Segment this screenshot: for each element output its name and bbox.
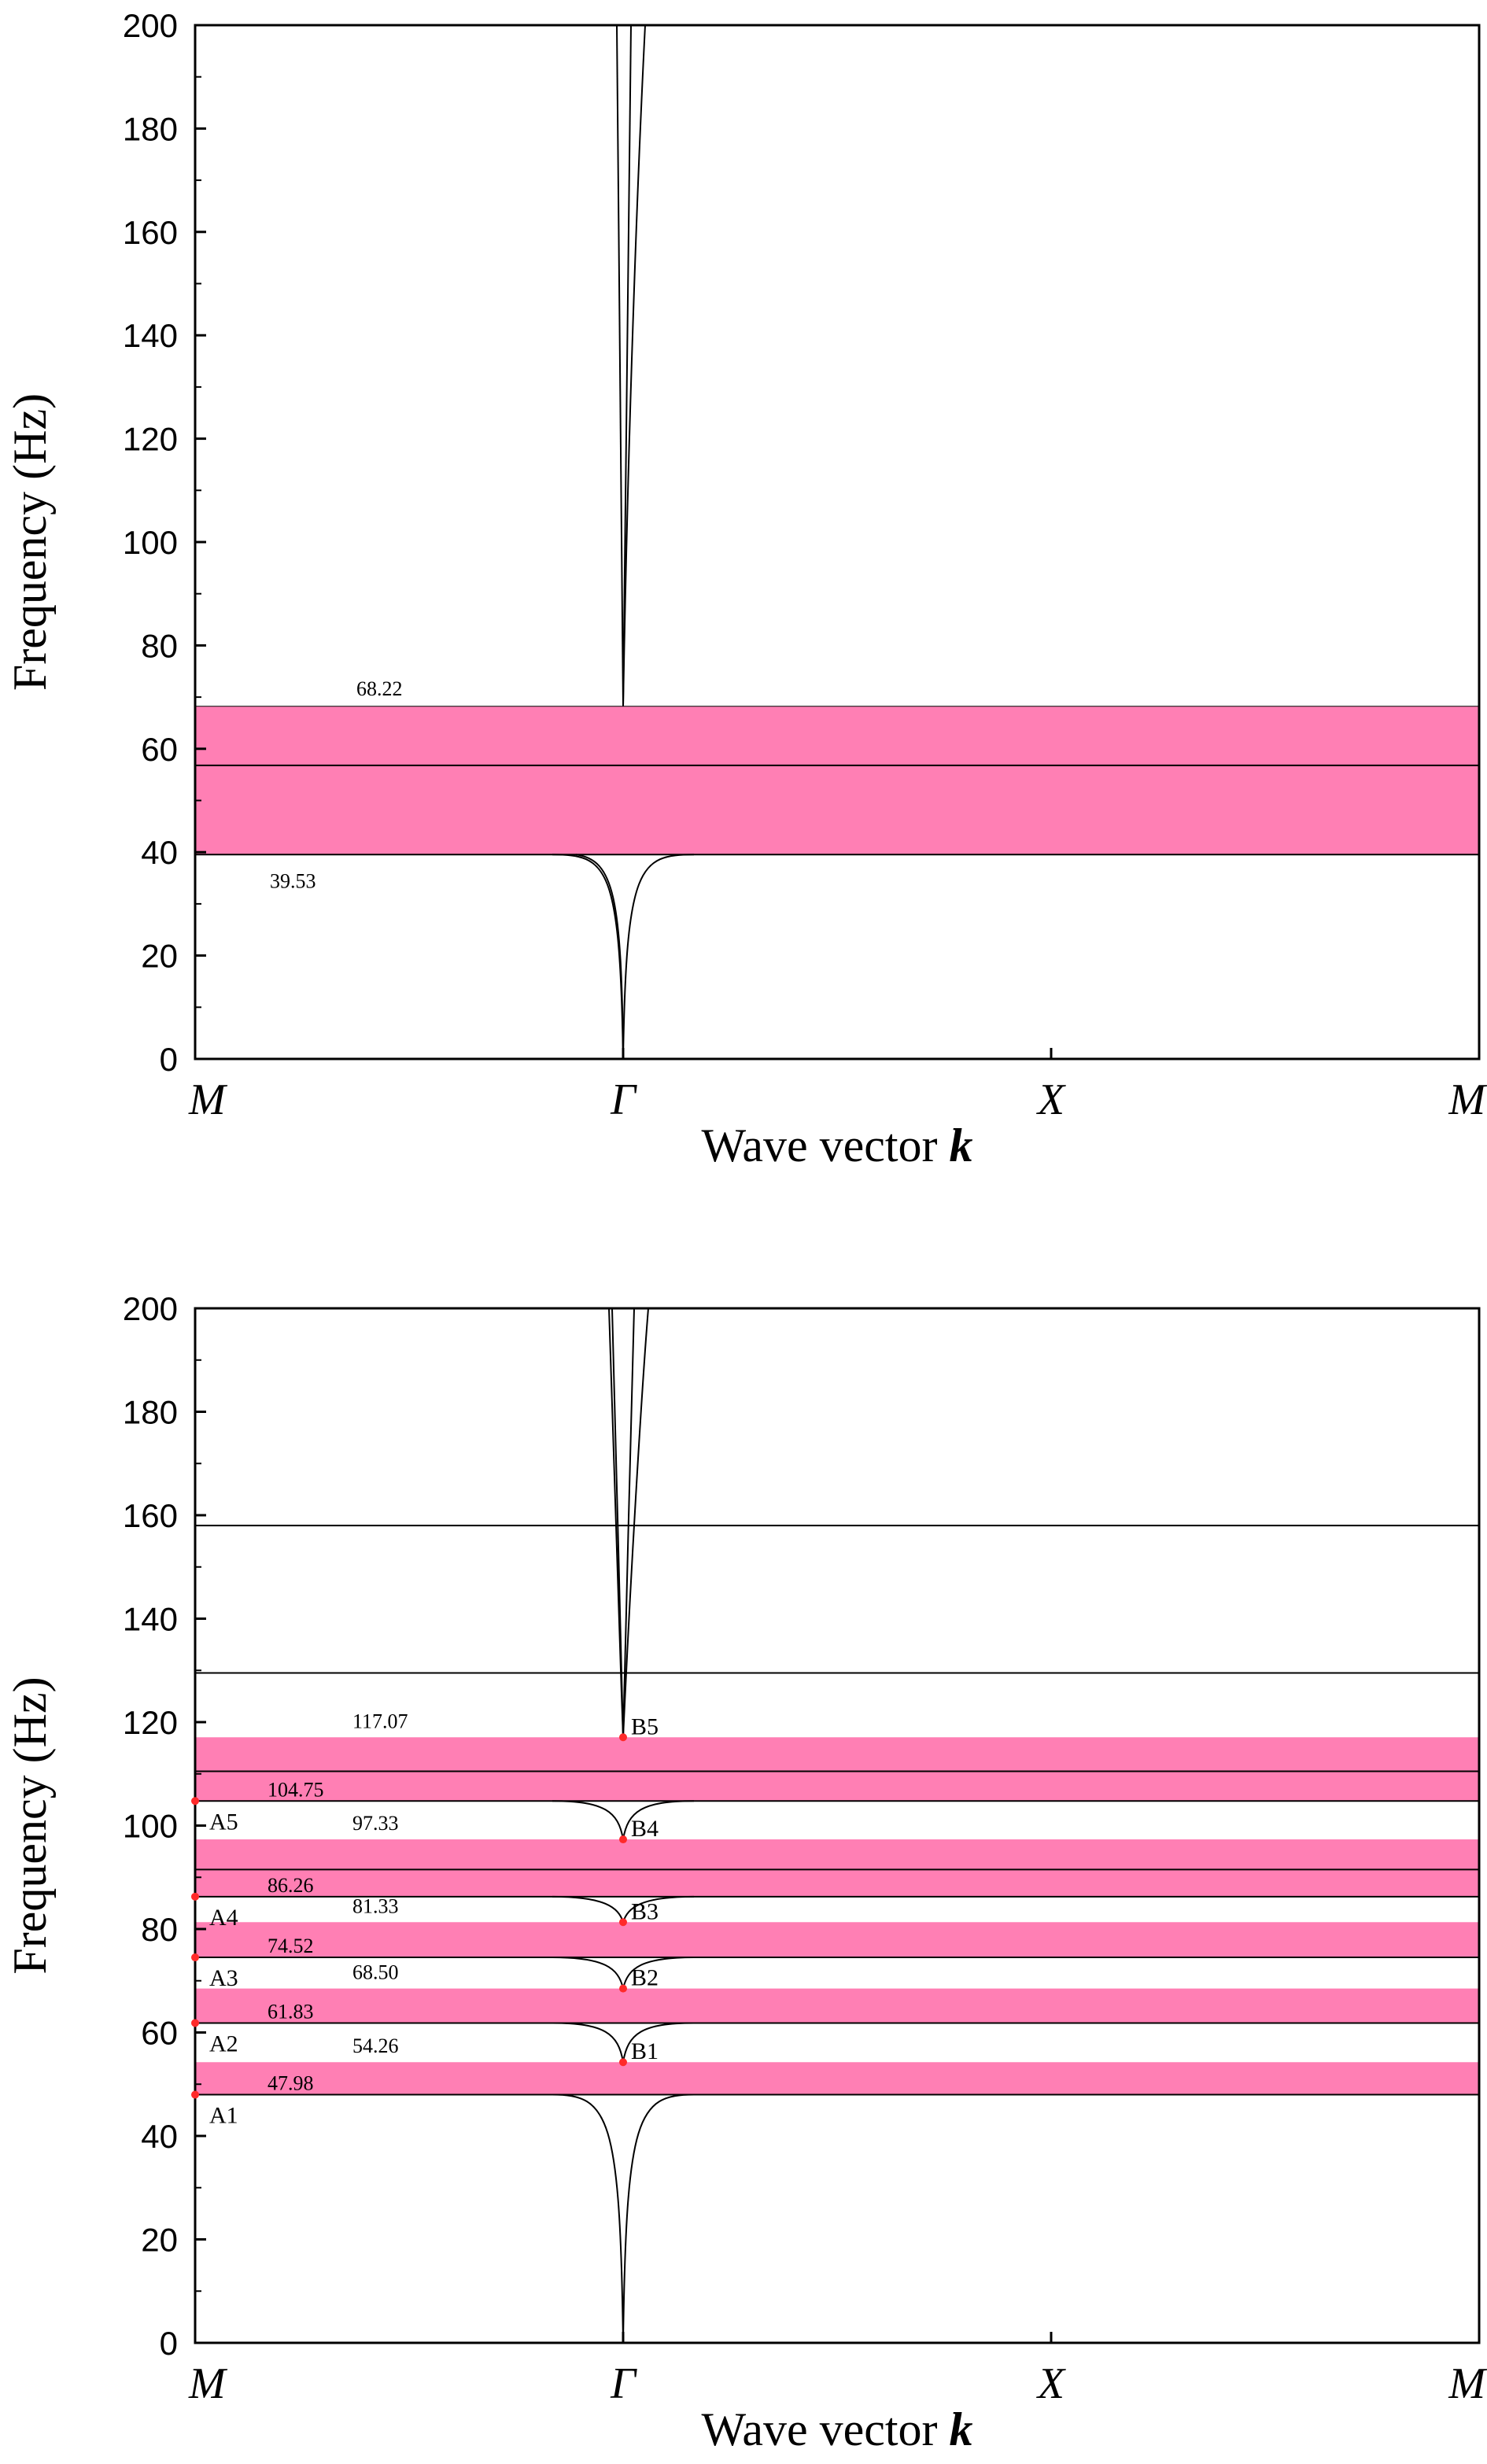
ytick-label-200: 200: [123, 1290, 178, 1327]
gap-label-2: 39.53: [270, 869, 316, 892]
ytick-label-100: 100: [123, 1808, 178, 1845]
ytick-label-40: 40: [141, 834, 178, 871]
edge-point-A5: [191, 1797, 199, 1806]
edge-point-label-A2: A2: [209, 2031, 238, 2056]
gap-label-2: 54.26: [352, 2034, 399, 2057]
ytick-label-160: 160: [123, 1497, 178, 1534]
gap-label-1: 68.22: [356, 677, 403, 700]
gap-label-7: 86.26: [268, 1874, 314, 1897]
optical-branch-3: [622, 24, 646, 706]
optical-branch-4: [608, 1308, 624, 1738]
edge-point-label-B1: B1: [631, 2038, 659, 2064]
xtick-label-1: Γ: [610, 1075, 637, 1124]
ytick-label-100: 100: [123, 524, 178, 561]
edge-point-B5: [619, 1733, 627, 1742]
ytick-label-0: 0: [160, 2325, 178, 2362]
ytick-label-40: 40: [141, 2118, 178, 2155]
dip-right-4: [622, 1895, 695, 1923]
ytick-label-140: 140: [123, 1601, 178, 1638]
gap-label-5: 74.52: [268, 1935, 314, 1957]
edge-point-label-B4: B4: [631, 1816, 659, 1842]
dip-right-5: [622, 1800, 695, 1840]
edge-point-B3: [619, 1918, 627, 1927]
ytick-label-120: 120: [123, 421, 178, 458]
edge-point-label-B5: B5: [631, 1713, 659, 1739]
gap-label-8: 97.33: [352, 1812, 399, 1835]
xtick-label-2: X: [1036, 2359, 1067, 2408]
x-axis-title: Wave vector k: [702, 2403, 973, 2455]
xtick-label-0: M: [188, 1075, 228, 1124]
gap-label-1: 47.98: [268, 2072, 314, 2095]
x-axis-title-var: k: [950, 2403, 973, 2455]
edge-point-A3: [191, 1953, 199, 1962]
dip-left-1: [552, 2093, 624, 2344]
x-axis-title: Wave vector k: [702, 1119, 973, 1171]
acoustic-branch-right: [622, 854, 695, 1060]
dip-left-5: [552, 1800, 624, 1840]
ytick-label-60: 60: [141, 2015, 178, 2052]
ytick-label-180: 180: [123, 1394, 178, 1431]
optical-branch-3: [622, 1308, 649, 1738]
gap-label-9: 104.75: [268, 1778, 324, 1801]
bandgap-1: [195, 2062, 1479, 2095]
y-axis-title: Frequency (Hz): [4, 393, 56, 691]
ytick-label-120: 120: [123, 1704, 178, 1741]
acoustic-branch-inner: [575, 854, 624, 1060]
ytick-label-80: 80: [141, 1911, 178, 1948]
dip-right-3: [622, 1957, 695, 1989]
xtick-label-2: X: [1036, 1075, 1067, 1124]
bandgap-2: [195, 1988, 1479, 2023]
ytick-label-200: 200: [123, 7, 178, 44]
ytick-label-140: 140: [123, 317, 178, 354]
optical-branch-2: [622, 24, 632, 706]
gap-label-3: 61.83: [268, 2000, 314, 2023]
edge-point-A2: [191, 2019, 199, 2027]
x-axis-title-text: Wave vector: [702, 2403, 950, 2455]
dip-right-2: [622, 2022, 695, 2063]
x-axis-title-text: Wave vector: [702, 1119, 950, 1171]
ytick-label-180: 180: [123, 110, 178, 147]
xtick-label-3: M: [1448, 2359, 1487, 2408]
optical-branch-2: [622, 1308, 635, 1738]
edge-point-label-A3: A3: [209, 1965, 238, 1991]
dip-left-4: [552, 1895, 624, 1923]
edge-point-A4: [191, 1892, 199, 1901]
edge-point-label-A5: A5: [209, 1809, 238, 1835]
acoustic-branch-left: [552, 854, 624, 1060]
gap-label-6: 81.33: [352, 1894, 399, 1917]
dip-left-2: [552, 2022, 624, 2063]
edge-point-label-A1: A1: [209, 2103, 238, 2129]
ytick-label-20: 20: [141, 938, 178, 975]
bandgap-5: [195, 1737, 1479, 1802]
edge-point-B1: [619, 2058, 627, 2067]
dip-right-1: [622, 2093, 695, 2344]
chart-panel-1: 0 20 40 60 80 100 120 140 160 180 200 M Γ X M Frequency…: [4, 7, 1487, 1171]
ytick-label-20: 20: [141, 2222, 178, 2259]
gap-label-10: 117.07: [352, 1710, 408, 1732]
bandgap-3: [195, 1922, 1479, 1958]
x-axis-title-var: k: [950, 1119, 973, 1171]
bandgap-4: [195, 1839, 1479, 1897]
edge-point-label-B3: B3: [631, 1898, 659, 1924]
optical-branch-1: [616, 24, 624, 706]
edge-point-B4: [619, 1835, 627, 1844]
edge-point-label-A4: A4: [209, 1905, 238, 1931]
gap-label-4: 68.50: [352, 1961, 399, 1984]
ytick-label-80: 80: [141, 627, 178, 664]
edge-point-B2: [619, 1984, 627, 1993]
bandgap-1: [195, 706, 1479, 855]
edge-point-label-B2: B2: [631, 1965, 659, 1991]
edge-point-A1: [191, 2090, 199, 2099]
plot-frame: [194, 24, 1481, 1060]
dip-left-3: [552, 1957, 624, 1989]
ytick-label-0: 0: [160, 1041, 178, 1078]
xtick-label-3: M: [1448, 1075, 1487, 1124]
xtick-label-0: M: [188, 2359, 228, 2408]
xtick-label-1: Γ: [610, 2359, 637, 2408]
y-axis-title: Frequency (Hz): [4, 1676, 56, 1974]
ytick-label-160: 160: [123, 214, 178, 251]
ytick-label-60: 60: [141, 731, 178, 768]
chart-panel-2: 0 20 40 60 80 100 120 140 160 180 200 M Γ X M Frequency…: [4, 1290, 1487, 2455]
